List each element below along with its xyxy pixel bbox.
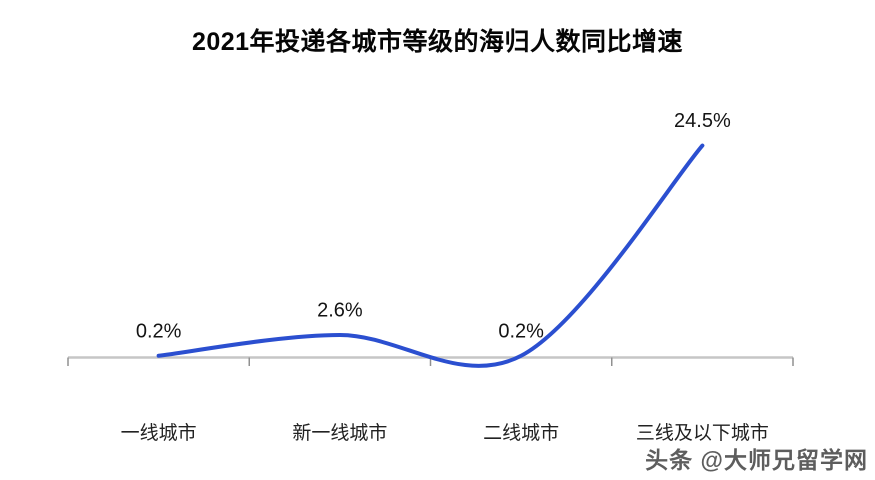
watermark-text: 头条 @大师兄留学网	[645, 447, 868, 473]
series-line-path	[156, 143, 705, 368]
x-axis-label: 二线城市	[483, 422, 559, 444]
data-point-label: 0.2%	[136, 320, 182, 342]
x-axis-label: 新一线城市	[292, 422, 387, 444]
data-point-label: 2.6%	[317, 300, 363, 322]
chart-title: 2021年投递各城市等级的海归人数同比增速	[191, 28, 684, 56]
x-axis-label: 一线城市	[121, 422, 197, 444]
data-point-label: 24.5%	[674, 110, 731, 132]
x-axis-label: 三线及以下城市	[636, 422, 769, 444]
data-point-label: 0.2%	[498, 320, 544, 342]
